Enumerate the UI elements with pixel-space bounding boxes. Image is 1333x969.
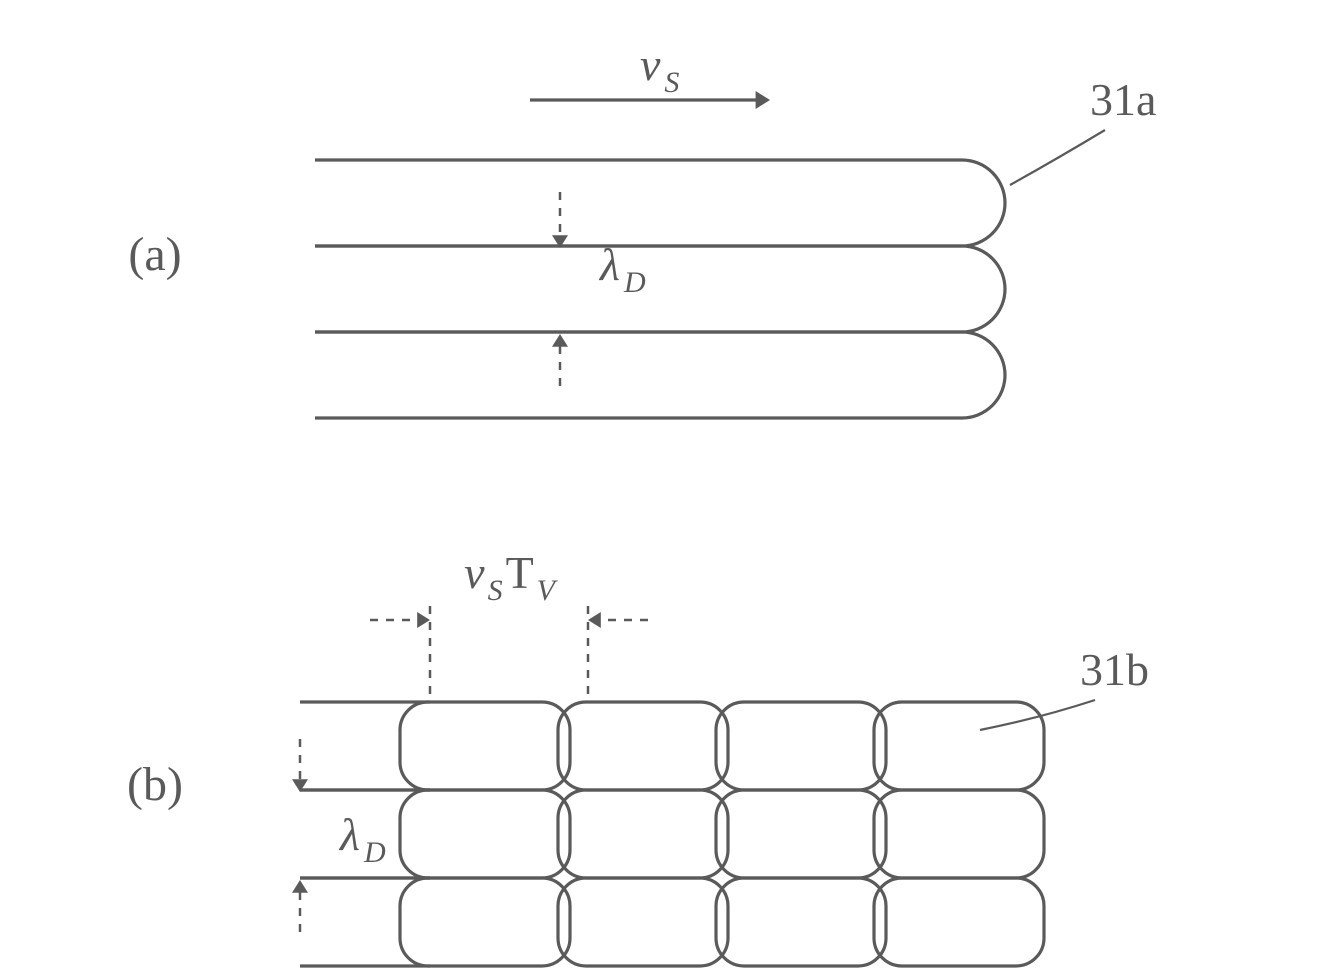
panel-b-cell: [558, 878, 728, 966]
panel-a-row: [315, 160, 1005, 246]
panel-a-row: [315, 332, 1005, 418]
panel-b-label: (b): [127, 758, 183, 811]
speed-label: νS: [640, 39, 679, 99]
panel-b: νSTV λD 31b (b): [127, 547, 1149, 966]
panel-a-row: [315, 246, 1005, 332]
panel-b-cell: [874, 878, 1044, 966]
panel-b-cell: [716, 878, 886, 966]
panel-b-leadin: [300, 702, 430, 790]
panel-b-cell: [400, 878, 570, 966]
period-label: νSTV: [464, 547, 559, 607]
gap-label-b: λD: [338, 809, 386, 869]
panel-b-cell: [400, 702, 570, 790]
panel-b-cell: [716, 702, 886, 790]
ref-label-b: 31b: [1080, 644, 1149, 695]
panel-a: νS λD 31a (a): [128, 39, 1156, 418]
panel-b-cell: [558, 702, 728, 790]
ref-label-a: 31a: [1090, 74, 1156, 125]
panel-b-cell: [874, 702, 1044, 790]
panel-a-label: (a): [128, 228, 181, 281]
panel-b-cell: [558, 790, 728, 878]
panel-b-cell: [874, 790, 1044, 878]
ref-leader-b: [980, 700, 1095, 730]
panel-b-cell: [716, 790, 886, 878]
gap-label-a: λD: [598, 239, 646, 299]
panel-b-cell: [400, 790, 570, 878]
panel-b-leadin: [300, 878, 430, 966]
ref-leader-a: [1010, 130, 1105, 185]
